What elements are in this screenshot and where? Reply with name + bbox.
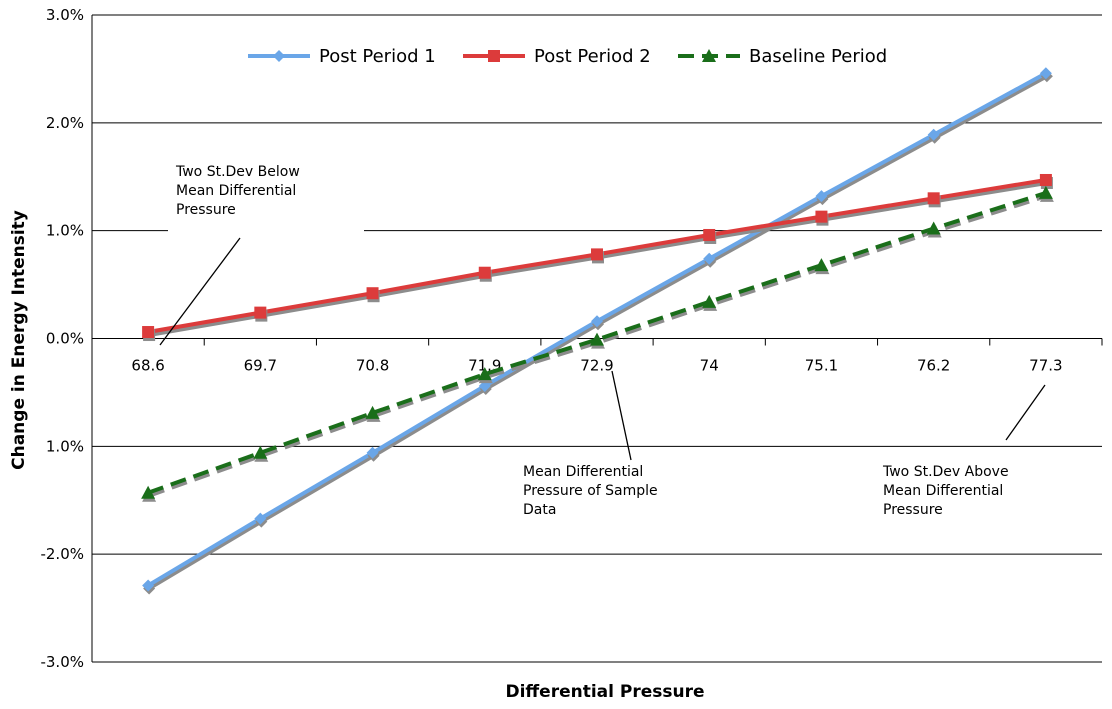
series-post-period-2 [142,173,1053,342]
annotation-line: Two St.Dev Above [882,464,1009,480]
annotation-line: Data [523,502,556,518]
annotation-background [168,152,364,232]
annotation-line: Pressure [176,202,236,218]
data-point [141,485,156,499]
data-point [703,252,716,265]
data-point [366,446,379,459]
y-tick-label: 2.0% [46,114,84,132]
data-point [1039,173,1052,186]
y-axis-title: Change in Energy Intensity [9,210,29,470]
y-tick-label: 0.0% [46,330,84,348]
y-tick-label: 3.0% [46,6,84,24]
data-point [254,306,267,319]
x-tick-label: 68.6 [131,357,164,375]
x-tick-label: 70.8 [356,357,389,375]
series-line-shadow [148,194,1048,498]
data-point [815,210,828,223]
y-tick-label: -2.0% [40,545,84,563]
data-point [254,512,267,525]
data-point [702,294,717,308]
legend-item: Baseline Period [678,46,887,67]
data-point [1038,185,1053,199]
legend-swatch-marker [702,49,716,62]
annotation-leader-line [611,370,632,461]
annotations: Two St.Dev Below Mean Differential Pressur… [159,152,1046,518]
data-point [478,266,491,279]
data-point [591,315,603,328]
data-point [927,128,940,141]
data-point [815,190,828,203]
annotation-text: Mean Differential Pressure of Sample Data [523,464,658,518]
annotation-leader-line [159,237,241,346]
annotation-text: Two St.Dev Below Mean Differential Pressur… [175,164,300,218]
legend-swatch-marker [488,50,500,62]
data-point [590,332,604,346]
annotation-line: Two St.Dev Below [175,164,300,180]
data-point [926,221,941,235]
legend-label: Post Period 2 [534,46,651,67]
legend-item: Post Period 2 [463,46,651,67]
data-point [365,405,380,419]
y-tick-label: 1.0% [46,222,84,240]
x-tick-label: 72.9 [580,357,613,375]
legend-item: Post Period 1 [248,46,436,67]
data-point [1039,67,1052,80]
annotation-line: Mean Differential [523,464,643,480]
x-tick-label: 77.3 [1029,357,1062,375]
x-tick-label: 75.1 [805,357,838,375]
x-axis-title: Differential Pressure [505,682,704,702]
data-point [814,258,829,272]
legend: Post Period 1 Post Period 2 Baseline Perio… [248,46,887,67]
annotation-line: Mean Differential [176,183,296,199]
data-point [591,248,603,261]
annotation-line: Mean Differential [883,483,1003,499]
data-point [142,326,155,339]
legend-label: Baseline Period [749,46,887,67]
data-point [477,367,492,381]
annotation-line: Pressure [883,502,943,518]
series-line [147,191,1047,495]
series-post-period-1 [142,67,1053,595]
series-layer [141,67,1054,595]
annotation-line: Pressure of Sample [523,483,658,499]
annotation-text: Two St.Dev Above Mean Differential Pressur… [882,464,1009,518]
data-point [142,579,155,592]
data-point [366,287,379,300]
x-tick-label: 74 [700,357,719,375]
x-tick-label: 76.2 [917,357,950,375]
y-axis-tick-labels: -3.0% -2.0% 1.0% 0.0% 1.0% 2.0% 3.0% [40,6,84,671]
legend-label: Post Period 1 [319,46,436,67]
data-point [253,445,268,459]
y-tick-label: 1.0% [46,437,84,455]
series-baseline-period [141,185,1054,502]
x-tick-label: 69.7 [244,357,277,375]
legend-swatch-marker [273,50,285,62]
y-tick-label: -3.0% [40,653,84,671]
annotation-leader-line [1005,384,1046,441]
data-point [703,228,716,241]
data-point [927,192,940,205]
